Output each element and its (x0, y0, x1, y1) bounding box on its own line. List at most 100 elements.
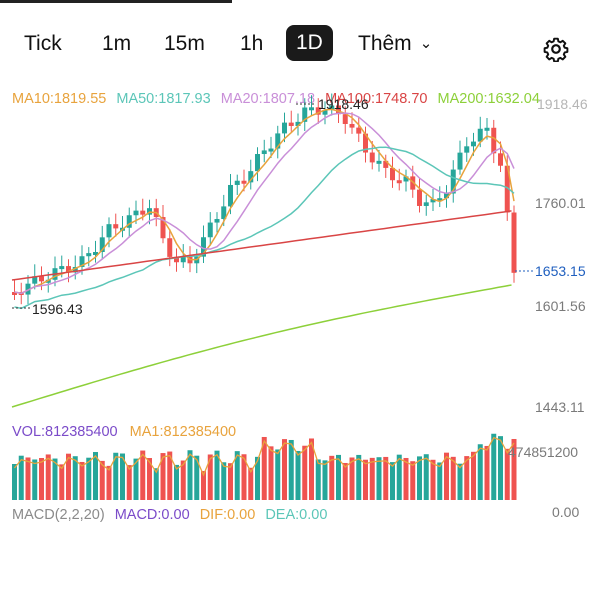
candle (248, 171, 254, 183)
ma50-line (14, 146, 515, 310)
tab-more[interactable]: Thêm ⌄ (358, 32, 432, 56)
volume-bar (437, 462, 443, 500)
macd-value: MACD:0.00 (114, 507, 190, 523)
volume-bar (369, 457, 375, 500)
volume-bar (423, 454, 429, 500)
volume-bar (140, 450, 146, 500)
candle (180, 256, 186, 263)
current-price-label: 1653.15 (535, 263, 586, 279)
volume-bar (417, 456, 422, 500)
volume-bar (32, 459, 38, 500)
volume-bar (25, 457, 31, 500)
ma200-line (11, 284, 512, 408)
candle (32, 276, 38, 284)
candle (99, 237, 105, 252)
candle (302, 107, 308, 122)
volume-bar (180, 460, 186, 500)
candle (25, 283, 31, 295)
candle (511, 212, 517, 273)
ma200-label: MA200:1632.04 (437, 91, 540, 107)
candle (484, 127, 490, 131)
volume-bar (309, 438, 314, 500)
candle (498, 153, 503, 166)
candle (315, 107, 321, 115)
macd-legend: MACD(2,2,20) MACD:0.00 DIF:0.00 DEA:0.00 (12, 507, 327, 523)
volume-bar (390, 462, 395, 500)
volume-bar (160, 453, 166, 500)
volume-bar (457, 463, 463, 500)
candle (234, 180, 240, 185)
volume-bar (12, 464, 17, 500)
candle (403, 176, 409, 182)
candle (437, 198, 443, 202)
candle (444, 193, 449, 199)
candle (39, 276, 44, 282)
candle (133, 210, 139, 216)
volume-bar (295, 450, 301, 500)
top-progress-line (0, 0, 232, 3)
volume-bar (167, 451, 173, 500)
volume-bar (187, 450, 193, 500)
candle (268, 148, 274, 152)
volume-bar (39, 458, 44, 500)
candle (376, 160, 382, 164)
candle (356, 127, 362, 134)
candle (241, 180, 247, 184)
candle (93, 251, 98, 255)
candle (207, 222, 213, 238)
volume-bar (484, 445, 490, 500)
tab-1d[interactable]: 1D (286, 25, 333, 61)
candle (457, 152, 463, 170)
tab-tick[interactable]: Tick (24, 32, 62, 55)
volume-bar (315, 459, 321, 500)
candle (342, 114, 348, 124)
volume-bar (126, 465, 132, 500)
candle (72, 266, 78, 273)
volume-bar (430, 459, 436, 500)
candle (396, 180, 402, 184)
high-price-label: 1918.46 (318, 96, 369, 112)
volume-bar (464, 456, 470, 500)
tab-more-label: Thêm (358, 32, 412, 55)
candle (295, 121, 301, 126)
candle (491, 127, 497, 154)
volume-bar (241, 454, 247, 500)
volume-bar (79, 461, 85, 500)
volume-bar (153, 468, 159, 500)
tab-1h[interactable]: 1h (240, 32, 264, 55)
volume-bar (376, 457, 382, 500)
macd-axis: 0.00 (552, 504, 580, 520)
volume-bar (403, 457, 409, 500)
candle (45, 279, 51, 283)
tab-1m[interactable]: 1m (102, 32, 132, 55)
candle (471, 141, 476, 147)
dif-value: DIF:0.00 (199, 507, 256, 523)
candle (383, 160, 389, 168)
ma20-label: MA20:1807.18 (220, 91, 316, 107)
candle (275, 133, 281, 149)
volume-bar (133, 458, 139, 500)
ma10-line (14, 108, 515, 295)
tab-15m[interactable]: 15m (164, 32, 205, 55)
volume-bar (342, 462, 348, 500)
volume-bar (498, 436, 503, 500)
candle (430, 199, 436, 203)
candle (288, 122, 294, 126)
volume-bar (52, 458, 58, 500)
candle (147, 208, 152, 215)
candle (201, 237, 206, 257)
volume-bar (450, 456, 456, 500)
volume-axis-max: 474851200 (508, 444, 579, 460)
candle (464, 146, 470, 153)
volume-bar (106, 465, 112, 500)
volume-bar (363, 459, 368, 500)
volume-bar (410, 461, 416, 500)
candle (390, 167, 395, 181)
candle (228, 184, 233, 207)
gear-icon[interactable] (543, 36, 569, 62)
volume-bar (59, 464, 65, 500)
volume-bar (207, 454, 213, 500)
volume-bar (99, 460, 105, 500)
volume-bar (491, 433, 497, 500)
